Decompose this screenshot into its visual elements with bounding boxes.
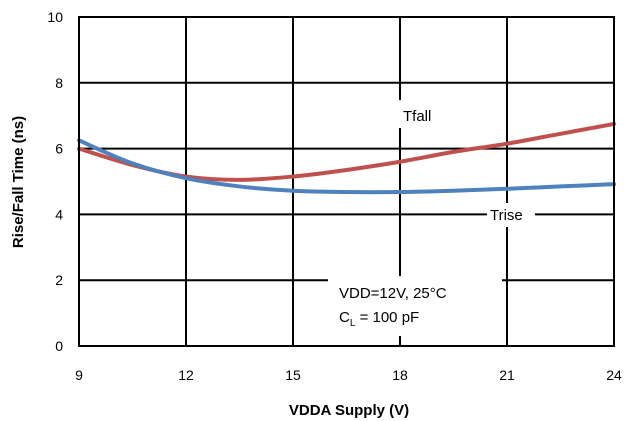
x-tick-label: 24 <box>606 367 622 383</box>
trise-label: Trise <box>490 207 523 224</box>
condition-vdd-temp: VDD=12V, 25°C <box>339 285 447 302</box>
x-tick-label: 21 <box>499 367 515 383</box>
x-tick-label: 18 <box>392 367 408 383</box>
cl-value: = 100 pF <box>355 309 419 326</box>
x-tick-label: 9 <box>75 367 83 383</box>
y-tick-label: 6 <box>55 141 63 157</box>
cl-subscript: L <box>350 318 356 329</box>
tfall-label-bg <box>398 100 446 128</box>
y-tick-label: 10 <box>47 9 63 25</box>
x-axis-label: VDDA Supply (V) <box>289 402 409 419</box>
x-tick-label: 15 <box>285 367 301 383</box>
y-tick-label: 4 <box>55 206 63 222</box>
y-tick-label: 8 <box>55 75 63 91</box>
conditions-box <box>328 276 502 336</box>
condition-cl: CL = 100 pF <box>339 309 419 329</box>
y-tick-label: 2 <box>55 272 63 288</box>
y-tick-label: 0 <box>55 338 63 354</box>
series-line-trise <box>77 138 616 195</box>
x-tick-label: 12 <box>178 367 194 383</box>
cl-main: C <box>339 309 350 326</box>
trise-label-bg <box>487 203 535 227</box>
series-lines <box>77 121 616 195</box>
plot-frame <box>78 16 615 347</box>
tfall-label: Tfall <box>403 108 431 125</box>
y-axis-label: Rise/Fall Time (ns) <box>10 116 27 248</box>
